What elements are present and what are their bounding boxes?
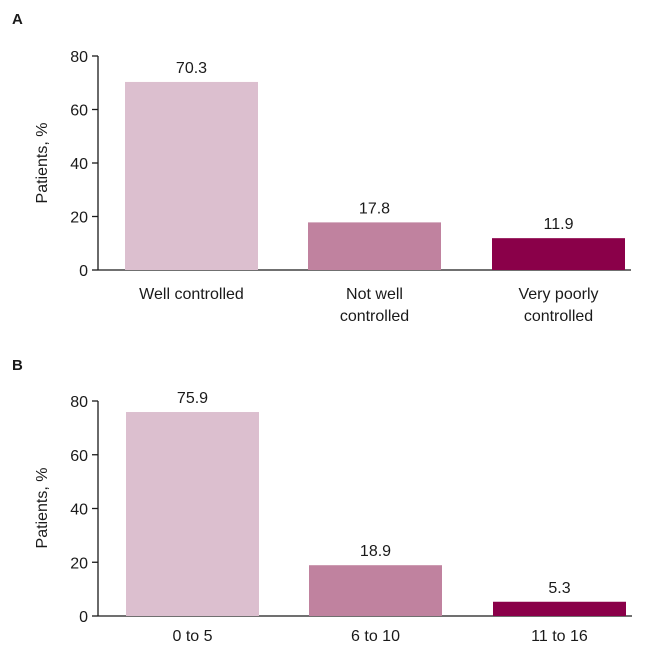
panel-letter-b: B <box>12 357 23 374</box>
y-tick-label-b: 60 <box>70 448 88 465</box>
value-label-a-3: 11.9 <box>544 216 574 233</box>
category-label-a-3: controlled <box>524 308 593 325</box>
y-axis-label-b: Patients, % <box>34 468 51 549</box>
panel-letter-a: A <box>12 11 23 28</box>
y-tick-label-a: 20 <box>70 210 88 227</box>
bar-b-3 <box>493 601 626 616</box>
y-tick-label-b: 40 <box>70 502 88 519</box>
y-tick-label-b: 20 <box>70 555 88 572</box>
value-label-b-1: 75.9 <box>177 390 208 407</box>
y-tick-label-a: 60 <box>70 103 88 120</box>
category-label-b-1: 0 to 5 <box>172 628 212 645</box>
y-tick-label-a: 40 <box>70 156 88 173</box>
category-label-a-2: Not well <box>346 286 403 303</box>
bar-a-3 <box>492 238 625 270</box>
category-label-a-1: Well controlled <box>139 286 244 303</box>
bar-b-1 <box>126 412 259 616</box>
y-tick-label-a: 80 <box>70 49 88 66</box>
y-tick-label-b: 80 <box>70 394 88 411</box>
category-label-a-2: controlled <box>340 308 409 325</box>
value-label-a-2: 17.8 <box>359 200 390 217</box>
category-label-b-2: 6 to 10 <box>351 628 400 645</box>
y-tick-label-a: 0 <box>79 263 88 280</box>
bar-b-2 <box>309 565 442 616</box>
y-tick-label-b: 0 <box>79 609 88 626</box>
category-label-a-3: Very poorly <box>518 286 598 303</box>
y-axis-label-a: Patients, % <box>34 123 51 204</box>
value-label-a-1: 70.3 <box>176 60 207 77</box>
bar-a-1 <box>125 81 258 270</box>
category-label-b-3: 11 to 16 <box>531 628 588 645</box>
bar-a-2 <box>308 222 441 270</box>
value-label-b-3: 5.3 <box>548 580 570 597</box>
value-label-b-2: 18.9 <box>360 543 391 560</box>
